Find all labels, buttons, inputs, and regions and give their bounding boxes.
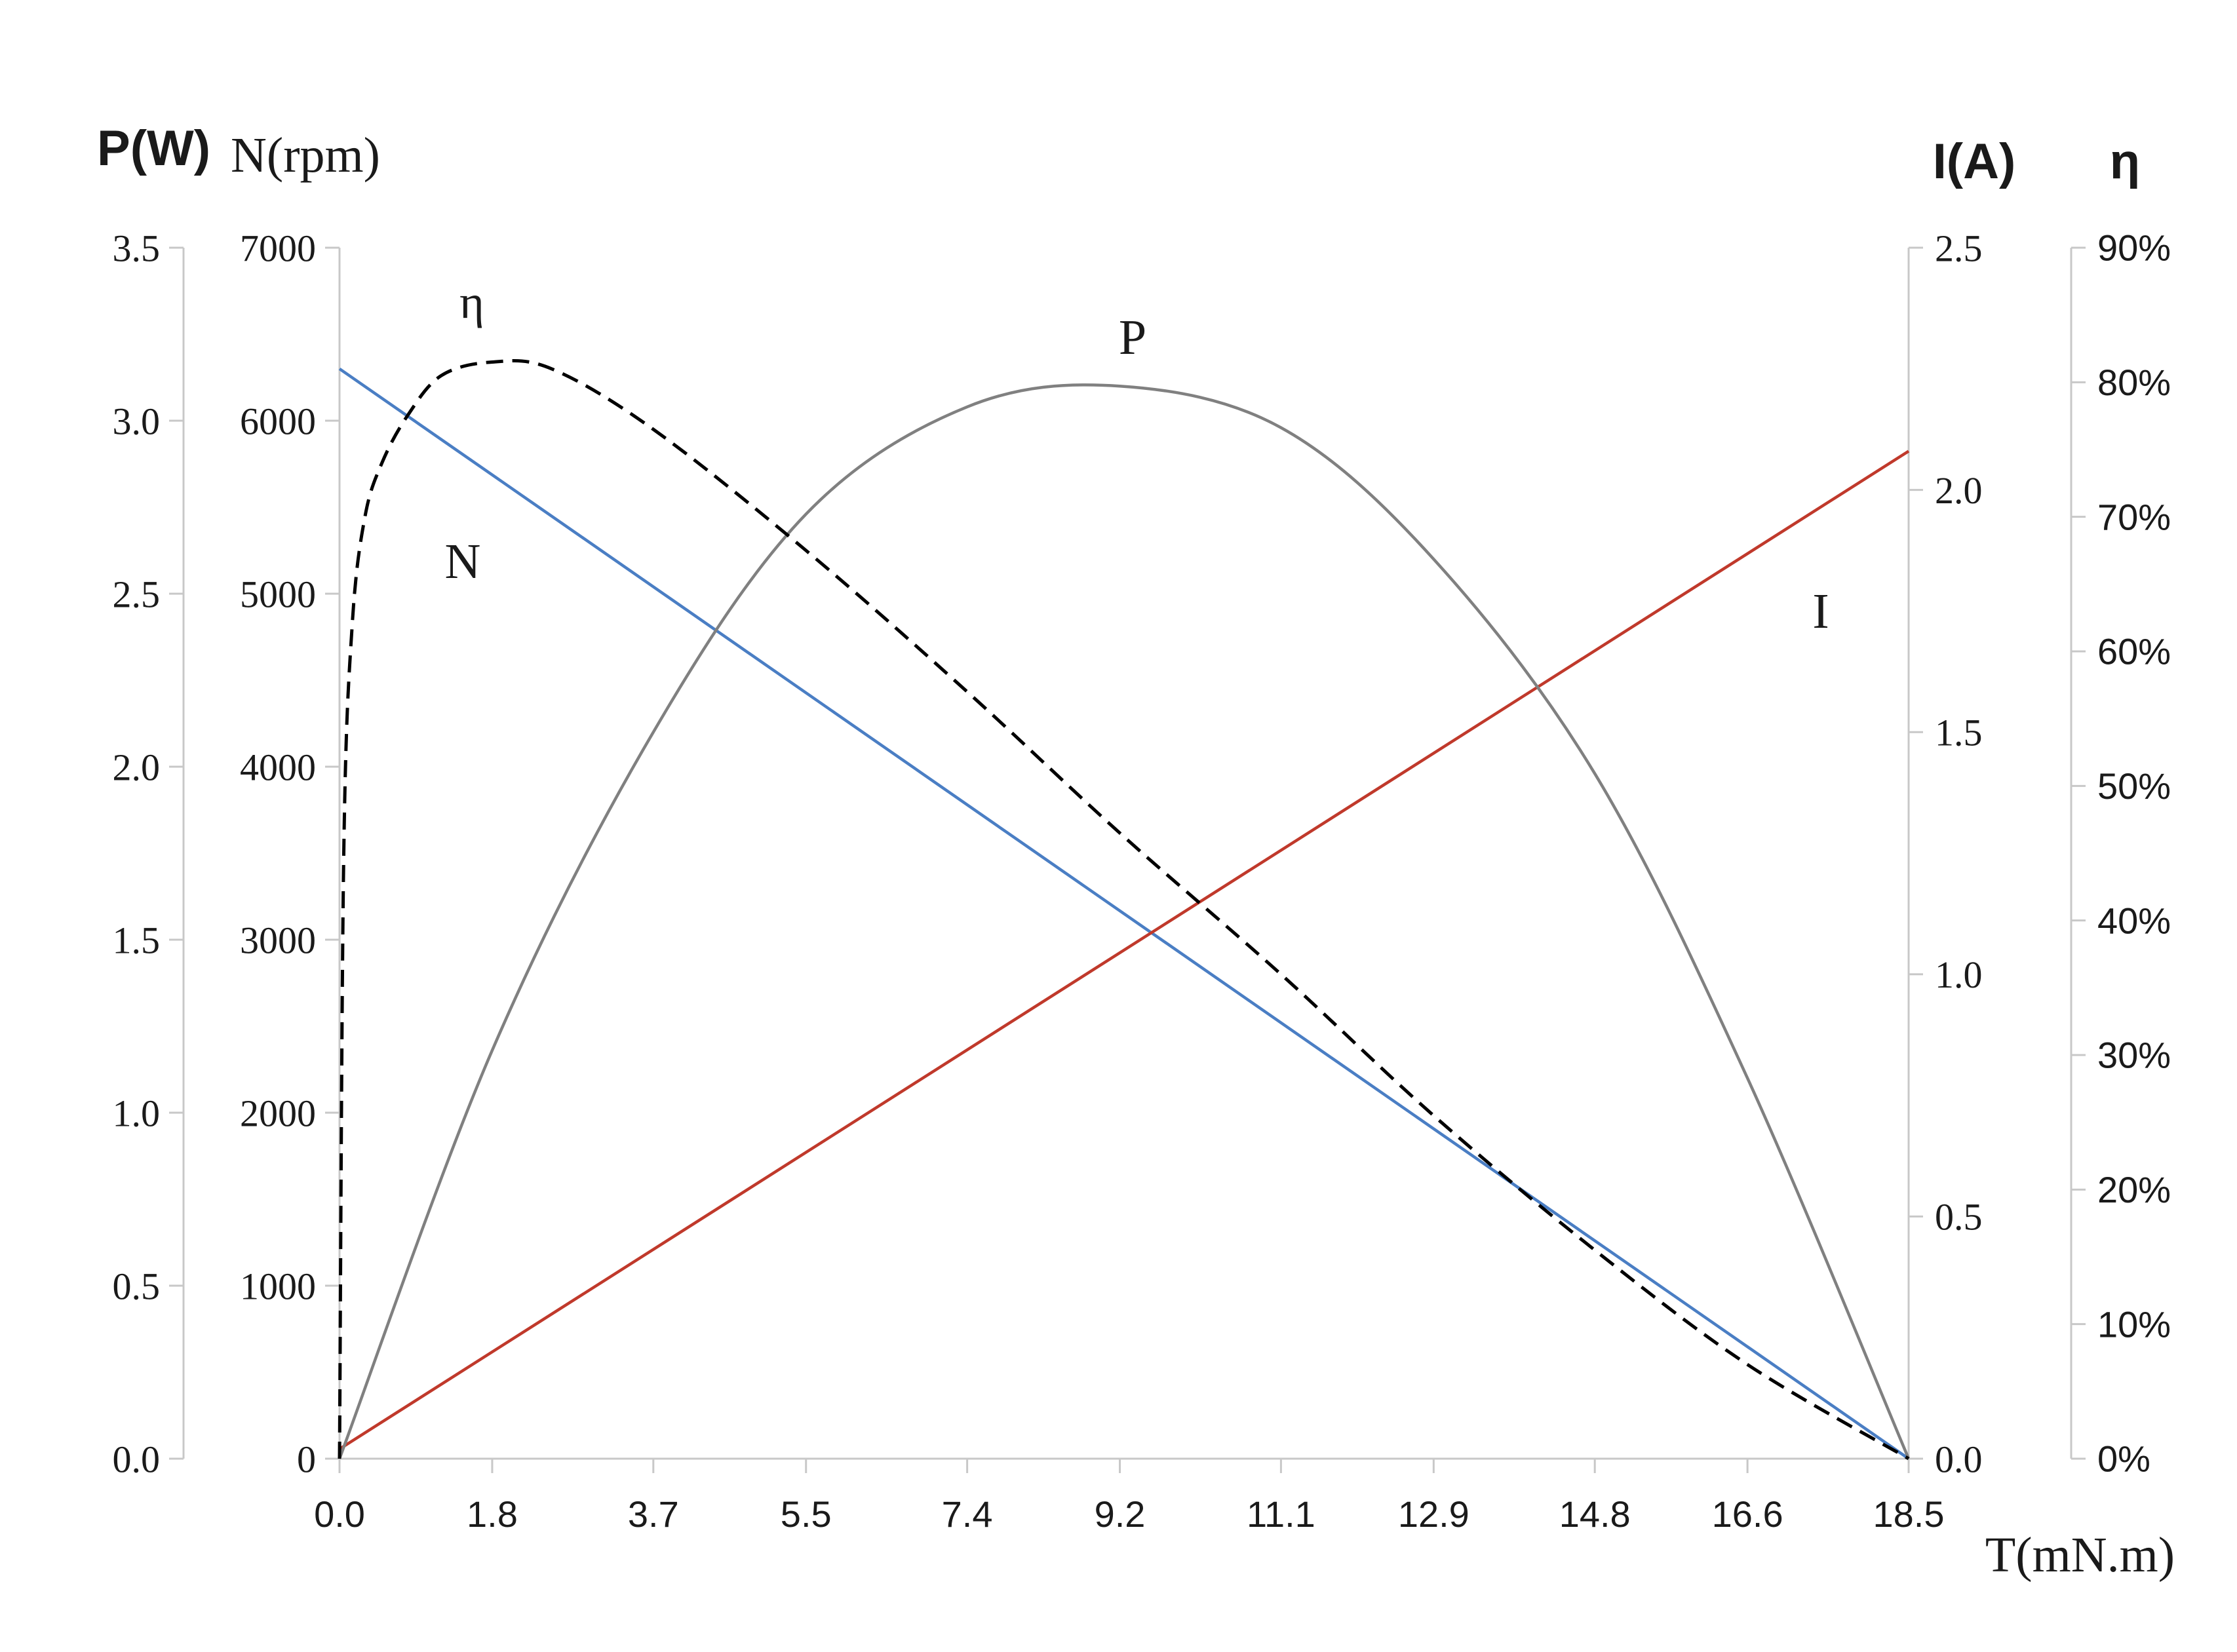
series-label-i: I (1812, 584, 1829, 639)
axes-layer: 0.0 0.5 1.0 1.5 2.0 2.5 3.0 3.5 0 1000 2000 3000 400… (113, 227, 2171, 1535)
x-tick-label: 5.5 (781, 1493, 832, 1535)
efficiency-axis-title: η (2110, 134, 2140, 189)
x-tick-label: 11.1 (1247, 1493, 1315, 1535)
efficiency-tick-label: 90% (2097, 227, 2171, 269)
power-tick-label: 3.0 (113, 400, 161, 442)
power-tick-label: 1.0 (113, 1092, 161, 1134)
x-tick-label: 18.5 (1873, 1493, 1945, 1535)
power-tick-label: 3.5 (113, 227, 161, 269)
x-tick-label: 12.9 (1398, 1493, 1469, 1535)
series-layer (338, 358, 1911, 1461)
x-tick-label: 0.0 (314, 1493, 365, 1535)
x-tick-label: 1.8 (467, 1493, 518, 1535)
speed-axis-title: N(rpm) (231, 128, 380, 183)
speed-tick-label: 3000 (240, 919, 316, 961)
current-tick-label: 2.0 (1935, 469, 1983, 512)
speed-tick-label: 5000 (240, 573, 316, 615)
current-tick-label: 2.5 (1935, 227, 1983, 269)
power-curve (338, 383, 1911, 1459)
efficiency-tick-label: 40% (2097, 900, 2171, 941)
power-tick-label: 1.5 (113, 919, 161, 961)
x-axis-title: T(mN.m) (1985, 1527, 2175, 1583)
x-tick-label: 16.6 (1712, 1493, 1783, 1535)
power-axis-title: P(W) (97, 121, 210, 176)
current-tick-label: 0.5 (1935, 1196, 1983, 1239)
efficiency-tick-label: 0% (2097, 1438, 2150, 1480)
speed-curve (338, 367, 1910, 1460)
power-tick-label: 0.0 (113, 1438, 161, 1480)
series-label-p: P (1119, 310, 1146, 365)
x-tick-label: 14.8 (1559, 1493, 1631, 1535)
power-tick-label: 2.0 (113, 746, 161, 788)
speed-tick-label: 0 (297, 1438, 316, 1480)
speed-tick-label: 4000 (240, 746, 316, 788)
speed-tick-label: 2000 (240, 1092, 316, 1134)
efficiency-tick-label: 20% (2097, 1169, 2171, 1210)
power-tick-label: 2.5 (113, 573, 161, 615)
speed-tick-label: 6000 (240, 400, 316, 442)
efficiency-tick-label: 10% (2097, 1303, 2171, 1345)
efficiency-tick-label: 80% (2097, 362, 2171, 403)
x-tick-label: 7.4 (942, 1493, 993, 1535)
speed-tick-label: 7000 (240, 227, 316, 269)
series-label-n: N (445, 534, 481, 589)
x-tick-label: 3.7 (628, 1493, 679, 1535)
efficiency-tick-label: 50% (2097, 765, 2171, 807)
current-tick-label: 1.5 (1935, 712, 1983, 754)
efficiency-tick-label: 70% (2097, 496, 2171, 537)
efficiency-tick-label: 30% (2097, 1035, 2171, 1076)
current-tick-label: 1.0 (1935, 953, 1983, 996)
speed-tick-label: 1000 (240, 1265, 316, 1307)
efficiency-curve (338, 358, 1910, 1461)
power-tick-label: 0.5 (113, 1265, 161, 1307)
current-axis-title: I(A) (1933, 134, 2016, 189)
x-tick-label: 9.2 (1095, 1493, 1146, 1535)
current-curve (338, 450, 1910, 1451)
series-label-eta: η (459, 276, 484, 328)
current-tick-label: 0.0 (1935, 1438, 1983, 1480)
efficiency-tick-label: 60% (2097, 631, 2171, 672)
